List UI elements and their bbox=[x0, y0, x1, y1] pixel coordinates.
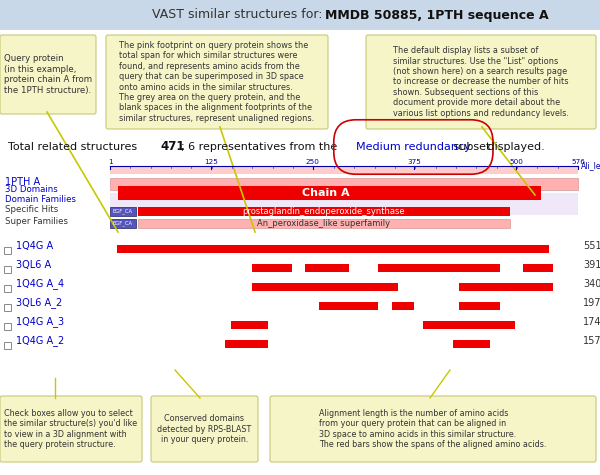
Text: 340: 340 bbox=[583, 279, 600, 289]
Text: 1Q4G A_2: 1Q4G A_2 bbox=[16, 335, 64, 346]
Text: EGF_CA: EGF_CA bbox=[113, 221, 133, 227]
Text: Alignment length is the number of amino acids
from your query protein that can b: Alignment length is the number of amino … bbox=[319, 409, 547, 449]
Text: The pink footprint on query protein shows the
total span for which similar struc: The pink footprint on query protein show… bbox=[119, 41, 314, 123]
Text: Check boxes allow you to select
the similar structure(s) you'd like
to view in a: Check boxes allow you to select the simi… bbox=[4, 409, 137, 449]
Text: Conserved domains
detected by RPS-BLAST
in your query protein.: Conserved domains detected by RPS-BLAST … bbox=[157, 414, 251, 444]
Bar bbox=[459, 283, 553, 291]
Text: ; 6 representatives from the: ; 6 representatives from the bbox=[181, 142, 337, 152]
Bar bbox=[118, 186, 541, 200]
Bar bbox=[378, 264, 500, 272]
Text: 125: 125 bbox=[204, 159, 218, 165]
Text: 174: 174 bbox=[583, 317, 600, 327]
Text: 576: 576 bbox=[571, 159, 585, 165]
Bar bbox=[4, 304, 11, 311]
Text: 1: 1 bbox=[107, 159, 112, 165]
Text: Ali_len: Ali_len bbox=[581, 162, 600, 171]
Text: displayed.: displayed. bbox=[484, 142, 545, 152]
Bar bbox=[4, 323, 11, 330]
Bar bbox=[4, 285, 11, 292]
Text: 500: 500 bbox=[509, 159, 523, 165]
Text: Chain A: Chain A bbox=[302, 188, 349, 198]
Bar bbox=[138, 207, 510, 216]
Text: 551: 551 bbox=[583, 241, 600, 251]
Text: 3D Domains: 3D Domains bbox=[5, 186, 58, 194]
Text: Domain Families: Domain Families bbox=[5, 196, 76, 205]
Text: Super Families: Super Families bbox=[5, 217, 68, 226]
Text: 391: 391 bbox=[583, 260, 600, 270]
Bar bbox=[231, 321, 268, 329]
Text: 375: 375 bbox=[407, 159, 421, 165]
Bar bbox=[4, 247, 11, 254]
Text: 157: 157 bbox=[583, 336, 600, 346]
Bar bbox=[0, 0, 600, 30]
Text: The default display lists a subset of
similar structures. Use the "List" options: The default display lists a subset of si… bbox=[393, 46, 569, 118]
FancyBboxPatch shape bbox=[270, 396, 596, 462]
Text: 197: 197 bbox=[583, 298, 600, 308]
Text: 1Q4G A: 1Q4G A bbox=[16, 241, 53, 251]
Text: 1Q4G A_3: 1Q4G A_3 bbox=[16, 316, 64, 327]
Text: 250: 250 bbox=[306, 159, 320, 165]
Bar bbox=[118, 245, 548, 253]
Bar bbox=[452, 340, 490, 348]
Text: EGF_CA: EGF_CA bbox=[113, 209, 133, 214]
Bar bbox=[110, 178, 578, 190]
Text: Query protein
(in this example,
protein chain A from
the 1PTH structure).: Query protein (in this example, protein … bbox=[4, 55, 92, 95]
Bar bbox=[251, 283, 398, 291]
FancyBboxPatch shape bbox=[0, 396, 142, 462]
Text: An_peroxidase_like superfamily: An_peroxidase_like superfamily bbox=[257, 219, 391, 228]
FancyBboxPatch shape bbox=[151, 396, 258, 462]
Text: VAST similar structures for:: VAST similar structures for: bbox=[152, 9, 331, 21]
Text: 3QL6 A_2: 3QL6 A_2 bbox=[16, 297, 62, 308]
Text: Total related structures: Total related structures bbox=[8, 142, 144, 152]
Bar bbox=[523, 264, 553, 272]
Bar bbox=[225, 340, 268, 348]
Bar bbox=[110, 193, 578, 215]
Text: Medium redundancy: Medium redundancy bbox=[356, 142, 471, 152]
Text: 471: 471 bbox=[160, 141, 185, 153]
Bar bbox=[110, 219, 136, 228]
Bar bbox=[319, 302, 378, 310]
Bar bbox=[4, 342, 11, 349]
FancyBboxPatch shape bbox=[106, 35, 328, 129]
Text: MMDB 50885, 1PTH sequence A: MMDB 50885, 1PTH sequence A bbox=[325, 9, 548, 21]
Text: 3QL6 A: 3QL6 A bbox=[16, 260, 51, 270]
Bar bbox=[4, 266, 11, 273]
Bar bbox=[392, 302, 415, 310]
Bar bbox=[110, 207, 136, 216]
Bar bbox=[138, 219, 510, 228]
Text: 1Q4G A_4: 1Q4G A_4 bbox=[16, 278, 64, 289]
Bar bbox=[459, 302, 500, 310]
Bar bbox=[305, 264, 349, 272]
Text: prostaglandin_endoperoxide_synthase: prostaglandin_endoperoxide_synthase bbox=[242, 207, 405, 216]
Bar bbox=[251, 264, 292, 272]
FancyBboxPatch shape bbox=[366, 35, 596, 129]
Bar bbox=[110, 166, 578, 174]
FancyBboxPatch shape bbox=[0, 35, 96, 114]
Bar bbox=[422, 321, 515, 329]
Text: 1PTH A: 1PTH A bbox=[5, 177, 40, 187]
Text: Specific Hits: Specific Hits bbox=[5, 206, 58, 215]
Text: subset: subset bbox=[450, 142, 490, 152]
